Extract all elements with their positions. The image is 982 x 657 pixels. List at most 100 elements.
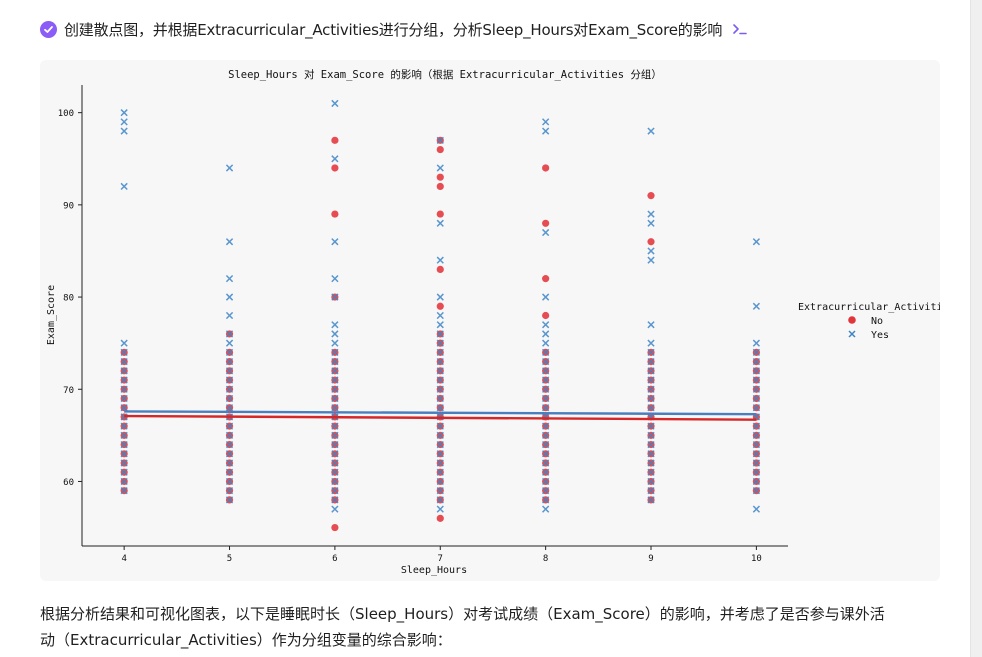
point-yes xyxy=(647,440,655,449)
legend: Extracurricular_Activities No Yes xyxy=(798,302,940,341)
point-yes xyxy=(647,404,655,412)
point-yes xyxy=(752,385,761,393)
point-yes xyxy=(647,450,655,458)
point-yes xyxy=(542,404,550,412)
point-yes xyxy=(647,431,655,439)
point-yes xyxy=(647,256,655,264)
legend-label-yes: Yes xyxy=(871,330,889,341)
point-no xyxy=(331,210,339,218)
point-yes xyxy=(331,505,339,513)
scatter-chart: Sleep_Hours 对 Exam_Score 的影响（根据 Extracur… xyxy=(46,68,940,576)
point-yes xyxy=(120,440,128,449)
point-yes xyxy=(331,321,339,329)
point-yes xyxy=(331,274,339,283)
terminal-icon[interactable] xyxy=(732,22,748,36)
point-yes xyxy=(752,431,761,439)
point-yes xyxy=(647,477,655,486)
point-yes xyxy=(647,339,655,347)
y-tick-label: 100 xyxy=(58,109,74,119)
point-yes xyxy=(120,118,128,126)
point-no xyxy=(436,302,444,310)
point-yes xyxy=(225,274,234,283)
point-yes xyxy=(436,367,444,375)
point-no xyxy=(542,219,550,227)
point-yes xyxy=(542,431,550,439)
x-tick-label: 8 xyxy=(543,554,548,564)
point-yes xyxy=(331,450,339,458)
point-yes xyxy=(542,118,550,126)
point-yes xyxy=(331,385,339,393)
point-yes xyxy=(752,450,761,458)
point-yes xyxy=(752,505,761,513)
point-yes xyxy=(752,302,761,310)
point-yes xyxy=(752,357,761,366)
x-tick-label: 10 xyxy=(751,554,762,564)
point-yes xyxy=(542,394,550,403)
point-yes xyxy=(120,385,128,393)
point-yes xyxy=(436,422,444,430)
point-yes xyxy=(436,339,444,347)
point-yes xyxy=(436,164,444,172)
point-no xyxy=(436,173,444,181)
point-yes xyxy=(225,367,234,375)
check-circle-icon xyxy=(40,20,57,38)
point-yes xyxy=(331,357,339,366)
point-yes xyxy=(752,367,761,375)
point-yes xyxy=(120,459,128,467)
chart-title: Sleep_Hours 对 Exam_Score 的影响（根据 Extracur… xyxy=(228,68,662,81)
point-yes xyxy=(120,477,128,486)
point-yes xyxy=(752,238,761,246)
point-yes xyxy=(331,440,339,449)
point-yes xyxy=(436,385,444,393)
point-yes xyxy=(752,404,761,412)
point-yes xyxy=(752,376,761,384)
point-yes xyxy=(225,330,234,338)
point-yes xyxy=(331,404,339,412)
chart-card: Sleep_Hours 对 Exam_Score 的影响（根据 Extracur… xyxy=(40,60,940,581)
point-no xyxy=(331,164,339,172)
point-yes xyxy=(436,450,444,458)
point-yes xyxy=(225,422,234,430)
y-axis-ticks: 60 70 80 90 100 xyxy=(58,109,82,488)
point-yes xyxy=(436,404,444,412)
point-yes xyxy=(647,321,655,329)
point-yes xyxy=(436,136,444,144)
answer-paragraph: 根据分析结果和可视化图表，以下是睡眠时长（Sleep_Hours）对考试成绩（E… xyxy=(40,601,945,653)
point-yes xyxy=(647,385,655,393)
point-yes xyxy=(542,385,550,393)
y-axis-label: Exam_Score xyxy=(46,285,57,345)
point-yes xyxy=(647,487,655,495)
point-no xyxy=(331,136,339,144)
point-yes xyxy=(120,450,128,458)
point-yes xyxy=(225,385,234,393)
point-yes xyxy=(120,487,128,495)
trend-line-yes xyxy=(124,410,757,416)
x-tick-label: 5 xyxy=(227,554,232,564)
x-axis-ticks: 4 5 6 7 8 9 10 xyxy=(121,546,762,564)
point-yes xyxy=(542,422,550,430)
point-yes xyxy=(436,431,444,439)
point-yes xyxy=(752,348,761,357)
point-yes xyxy=(120,348,128,357)
point-yes xyxy=(752,339,761,347)
point-yes xyxy=(436,348,444,357)
point-yes xyxy=(331,431,339,439)
point-no xyxy=(436,182,444,191)
point-yes xyxy=(225,477,234,486)
point-yes xyxy=(542,440,550,449)
point-yes xyxy=(647,210,655,218)
point-yes xyxy=(542,459,550,467)
point-yes xyxy=(120,339,128,347)
point-yes xyxy=(225,376,234,384)
point-yes xyxy=(752,487,761,495)
point-yes xyxy=(225,348,234,357)
point-yes xyxy=(752,394,761,403)
point-yes xyxy=(436,394,444,403)
scrollbar[interactable] xyxy=(970,0,982,657)
point-no xyxy=(436,265,444,273)
point-yes xyxy=(225,487,234,495)
point-yes xyxy=(331,376,339,384)
point-yes xyxy=(647,459,655,467)
point-yes xyxy=(225,164,234,172)
point-yes xyxy=(542,477,550,486)
